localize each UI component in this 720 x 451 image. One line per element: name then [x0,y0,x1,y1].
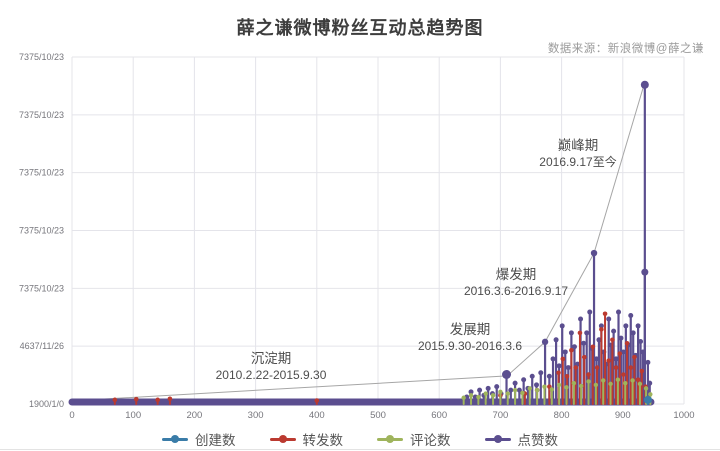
annotation-range: 2015.9.30-2016.3.6 [417,338,523,353]
legend-label: 评论数 [410,433,451,448]
legend-item-comments[interactable]: 评论数 [377,429,451,449]
line-marker-icon [269,435,296,443]
svg-text:4637/11/26: 4637/11/26 [20,341,64,351]
svg-text:600: 600 [431,410,447,421]
svg-text:400: 400 [309,410,325,421]
svg-text:7375/10/23: 7375/10/23 [19,283,64,293]
legend-item-reposts[interactable]: 转发数 [269,429,344,449]
legend-item-likes[interactable]: 点赞数 [484,429,559,449]
svg-text:0: 0 [69,410,74,421]
data-source-label: 数据来源：新浪微博@薛之谦 [547,43,704,55]
svg-text:200: 200 [186,410,202,421]
line-marker-icon [484,435,511,443]
legend-label: 转发数 [302,433,344,448]
svg-text:100: 100 [125,410,141,421]
svg-text:300: 300 [248,410,264,421]
annotation-range: 2016.9.17至今 [539,154,617,169]
annotation-development-period: 发展期 2015.9.30-2016.3.6 [418,322,522,354]
page-bottom-divider [0,449,720,450]
svg-text:7375/10/23: 7375/10/23 [19,226,64,236]
legend-item-creates[interactable]: 创建数 [162,429,236,449]
svg-text:800: 800 [554,410,570,421]
series-评论数 [461,377,653,405]
svg-text:1000: 1000 [673,410,694,421]
page-title: 薛之谦微博粉丝互动总趋势图 [236,18,484,38]
annotation-range: 2010.2.22-2015.9.30 [215,367,327,382]
svg-text:500: 500 [370,410,386,421]
line-marker-icon [377,435,403,443]
chart-legend: 创建数 转发数 评论数 点赞数 [0,429,720,449]
annotation-title: 发展期 [449,322,491,337]
annotation-range: 2016.3.6-2016.9.17 [463,283,569,298]
svg-text:7375/10/23: 7375/10/23 [19,52,64,62]
line-marker-icon [162,435,188,443]
y-axis-labels: 1900/1/0 4637/11/26 7375/10/23 7375/10/23 73… [19,52,64,409]
gridlines [71,56,685,405]
annotation-precipitation-period: 沉淀期 2010.2.22-2015.9.30 [216,351,327,383]
svg-text:7375/10/23: 7375/10/23 [19,110,64,120]
legend-label: 点赞数 [517,433,559,448]
annotation-peak-period: 巅峰期 2016.9.17至今 [539,138,616,170]
annotation-explosion-period: 爆发期 2016.3.6-2016.9.17 [464,267,568,299]
svg-text:700: 700 [492,410,508,421]
x-axis-labels: 0 100 200 300 400 500 600 700 800 900 1000 [69,410,694,421]
svg-text:7375/10/23: 7375/10/23 [19,168,64,178]
svg-text:900: 900 [615,410,631,421]
annotation-title: 爆发期 [495,267,537,282]
annotation-title: 沉淀期 [250,351,292,366]
svg-text:1900/1/0: 1900/1/0 [29,399,64,409]
trend-annotation-line [71,83,645,402]
series-点赞数 [68,80,655,406]
annotation-title: 巅峰期 [557,138,599,153]
series-创建数 [643,395,652,405]
legend-label: 创建数 [195,433,236,448]
